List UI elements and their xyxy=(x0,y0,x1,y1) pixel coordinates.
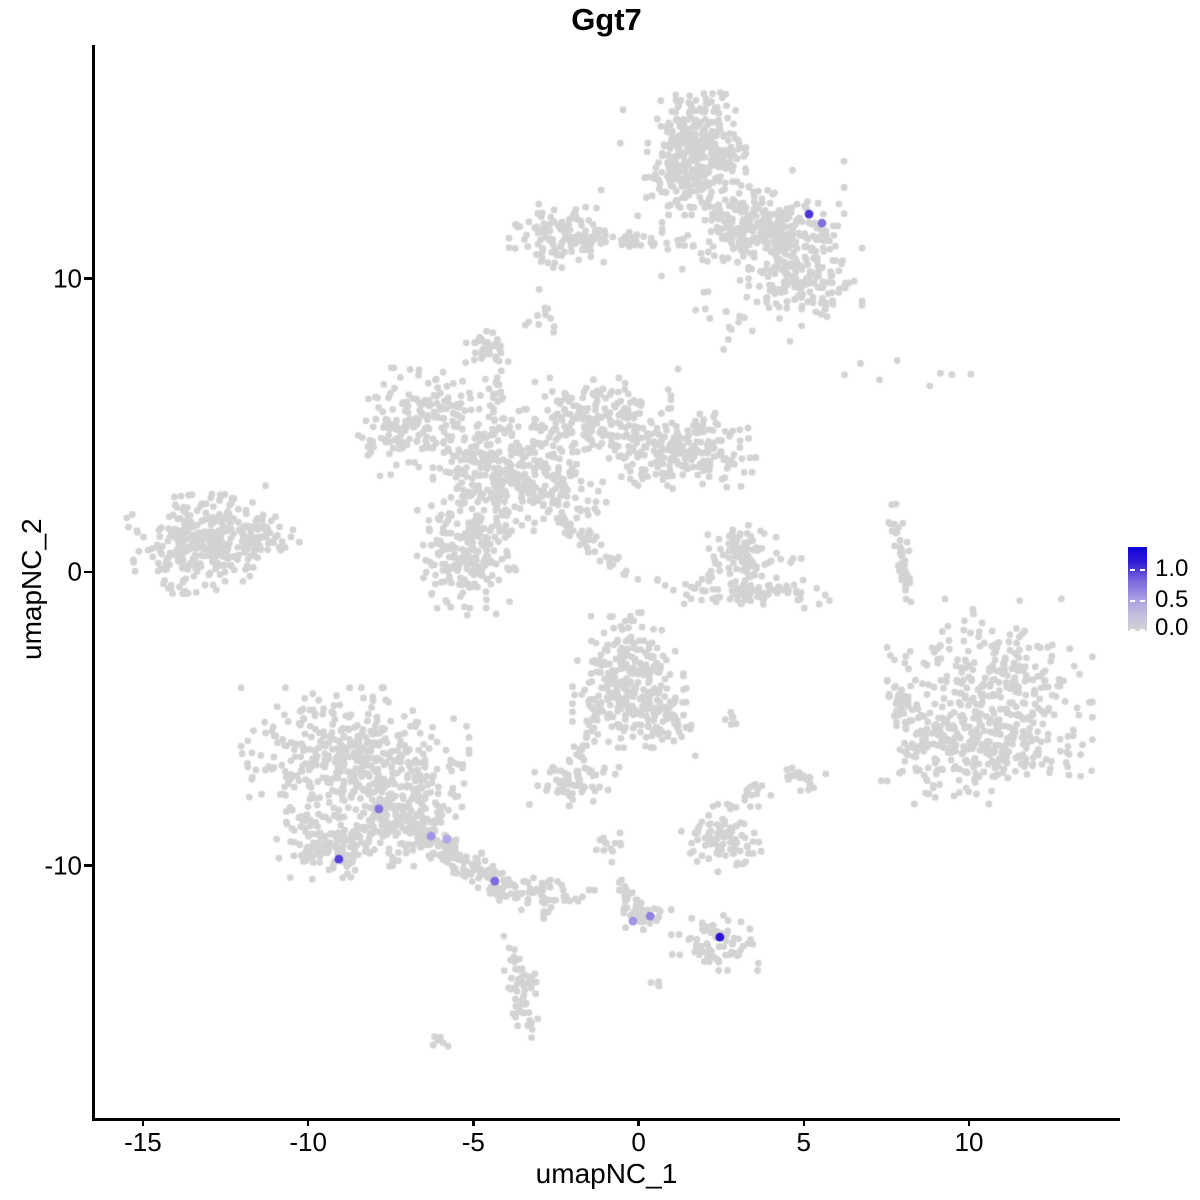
colorbar-tick xyxy=(1130,629,1135,631)
y-axis-title: umapNC_2 xyxy=(16,518,47,660)
x-axis-line xyxy=(92,1118,1120,1121)
colorbar-tick xyxy=(1140,600,1145,603)
y-tick-mark xyxy=(84,277,92,280)
plot-title: Ggt7 xyxy=(571,2,642,37)
colorbar-tick xyxy=(1130,600,1135,603)
y-axis-line xyxy=(92,45,95,1121)
x-tick-label: 5 xyxy=(796,1127,811,1157)
x-tick-mark xyxy=(472,1118,475,1126)
colorbar-legend xyxy=(1128,547,1147,631)
x-tick-label: -10 xyxy=(289,1127,327,1157)
y-tick-mark xyxy=(84,864,92,867)
legend-tick-label: 0.0 xyxy=(1155,614,1189,641)
colorbar-tick xyxy=(1140,629,1145,631)
y-tick-label: 0 xyxy=(67,556,82,587)
colorbar-tick xyxy=(1130,569,1135,572)
x-tick-label: -5 xyxy=(461,1127,485,1157)
y-tick-label: -10 xyxy=(44,850,82,881)
y-tick-label: 10 xyxy=(53,263,82,294)
x-tick-mark xyxy=(306,1118,310,1126)
legend-tick-label: 1.0 xyxy=(1155,555,1189,583)
colorbar-tick xyxy=(1140,569,1145,572)
x-tick-label: -15 xyxy=(124,1127,162,1157)
legend-tick-label: 0.5 xyxy=(1155,586,1189,614)
x-tick-mark xyxy=(802,1118,805,1126)
x-tick-mark xyxy=(637,1118,640,1126)
x-axis-title: umapNC_1 xyxy=(535,1158,678,1189)
y-tick-mark xyxy=(84,570,92,574)
x-tick-label: 10 xyxy=(954,1127,984,1157)
x-tick-label: 0 xyxy=(631,1127,646,1157)
x-tick-mark xyxy=(967,1118,971,1126)
x-tick-mark xyxy=(141,1118,145,1126)
